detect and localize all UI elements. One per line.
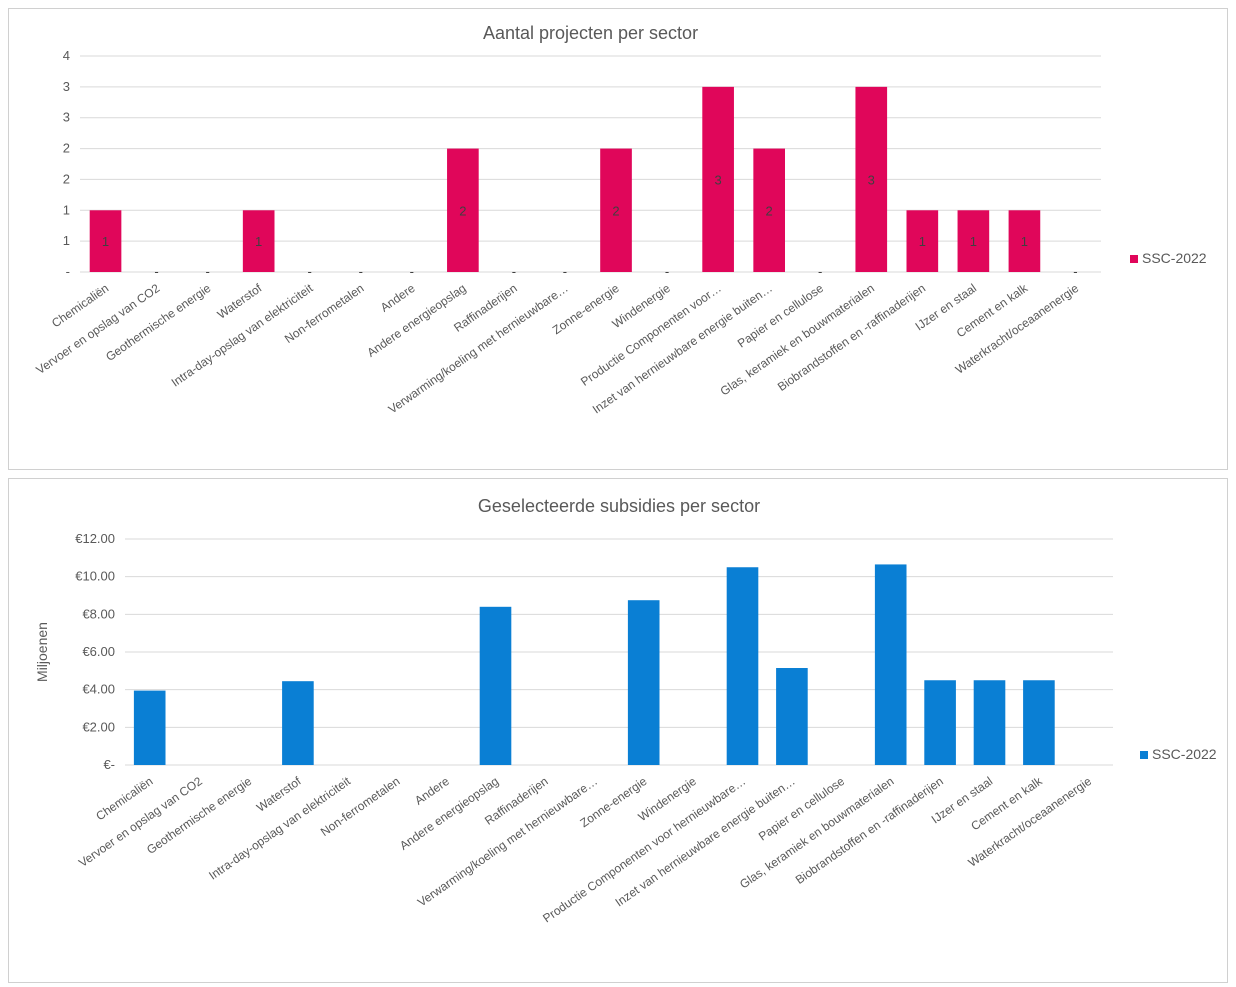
- bar: [906, 210, 939, 272]
- legend-swatch: [1130, 255, 1138, 263]
- data-label: -: [563, 264, 567, 279]
- y-tick-label: 4: [63, 48, 70, 63]
- y-tick-label: 3: [63, 110, 70, 125]
- chart-panel-projects: Aantal projecten per sector -1 1 2 2 3 3 4 1 Chem…: [8, 8, 1228, 470]
- data-label: -: [359, 264, 363, 279]
- bar: [89, 210, 122, 272]
- data-label: -: [154, 264, 158, 279]
- data-label: -: [308, 264, 312, 279]
- data-label: 1: [255, 234, 262, 249]
- legend-label: SSC-2022: [1142, 250, 1207, 266]
- bar: [627, 600, 660, 765]
- data-label: -: [1073, 264, 1077, 279]
- y-tick-label: €8.00: [82, 606, 115, 621]
- bar: [479, 606, 512, 765]
- data-label: -: [410, 264, 414, 279]
- data-label: 1: [1021, 234, 1028, 249]
- y-tick-label: €4.00: [82, 682, 115, 697]
- y-tick-label: 2: [63, 141, 70, 156]
- y-tick-label: 3: [63, 79, 70, 94]
- category-label: Verwarming/koeling met hernieuwbare…: [386, 281, 571, 416]
- data-label: 1: [919, 234, 926, 249]
- data-label: 1: [102, 234, 109, 249]
- category-label: Papier en cellulose: [756, 774, 847, 844]
- bar: [874, 564, 907, 765]
- bar: [776, 668, 808, 765]
- data-label: -: [205, 264, 209, 279]
- y-tick-label: €12.00: [75, 531, 115, 546]
- data-label: -: [665, 264, 669, 279]
- bar: [726, 567, 759, 765]
- y-tick-label: €6.00: [82, 644, 115, 659]
- data-label: 3: [715, 172, 722, 187]
- data-label: 3: [868, 172, 875, 187]
- category-label: Inzet van hernieuwbare energie buiten…: [613, 774, 798, 909]
- chart-panel-subsidies: Geselecteerde subsidies per sector €- €2.0…: [8, 478, 1228, 983]
- bar: [1008, 210, 1041, 272]
- bar: [973, 680, 1006, 765]
- chart-title: Aantal projecten per sector: [483, 23, 698, 43]
- category-label: Andere: [378, 281, 418, 315]
- bar: [447, 148, 479, 272]
- bar: [133, 690, 166, 765]
- y-tick-label: €2.00: [82, 719, 115, 734]
- bar: [855, 86, 888, 272]
- category-label: Verwarming/koeling met hernieuwbare…: [415, 774, 600, 909]
- y-tick-label: €-: [103, 757, 115, 772]
- projects-chart: Aantal projecten per sector-11223341Chem…: [34, 23, 1207, 416]
- y-tick-label: €10.00: [75, 569, 115, 584]
- category-label: Papier en cellulose: [735, 281, 826, 351]
- bar: [600, 148, 632, 272]
- bar: [702, 86, 734, 272]
- y-tick-label: 1: [63, 202, 70, 217]
- chart-title: Geselecteerde subsidies per sector: [478, 496, 760, 516]
- y-tick-label: 1: [63, 233, 70, 248]
- bar: [282, 681, 314, 765]
- data-label: 2: [459, 203, 466, 218]
- data-label: 2: [766, 203, 773, 218]
- subsidies-chart: Geselecteerde subsidies per sector €- €2.0…: [34, 496, 1217, 925]
- data-label: 1: [970, 234, 977, 249]
- bar: [753, 148, 786, 272]
- bar: [1023, 680, 1055, 765]
- data-label: 2: [612, 203, 619, 218]
- bar: [957, 210, 990, 272]
- category-label: Andere: [412, 774, 452, 808]
- data-label: -: [818, 264, 822, 279]
- data-label: -: [512, 264, 516, 279]
- y-tick-label: -: [66, 264, 70, 279]
- y-axis-title: Miljoenen: [34, 622, 50, 682]
- legend-swatch: [1140, 751, 1148, 759]
- bar: [242, 210, 275, 272]
- y-tick-label: 2: [63, 171, 70, 186]
- bar: [924, 680, 956, 765]
- legend-label: SSC-2022: [1152, 746, 1217, 762]
